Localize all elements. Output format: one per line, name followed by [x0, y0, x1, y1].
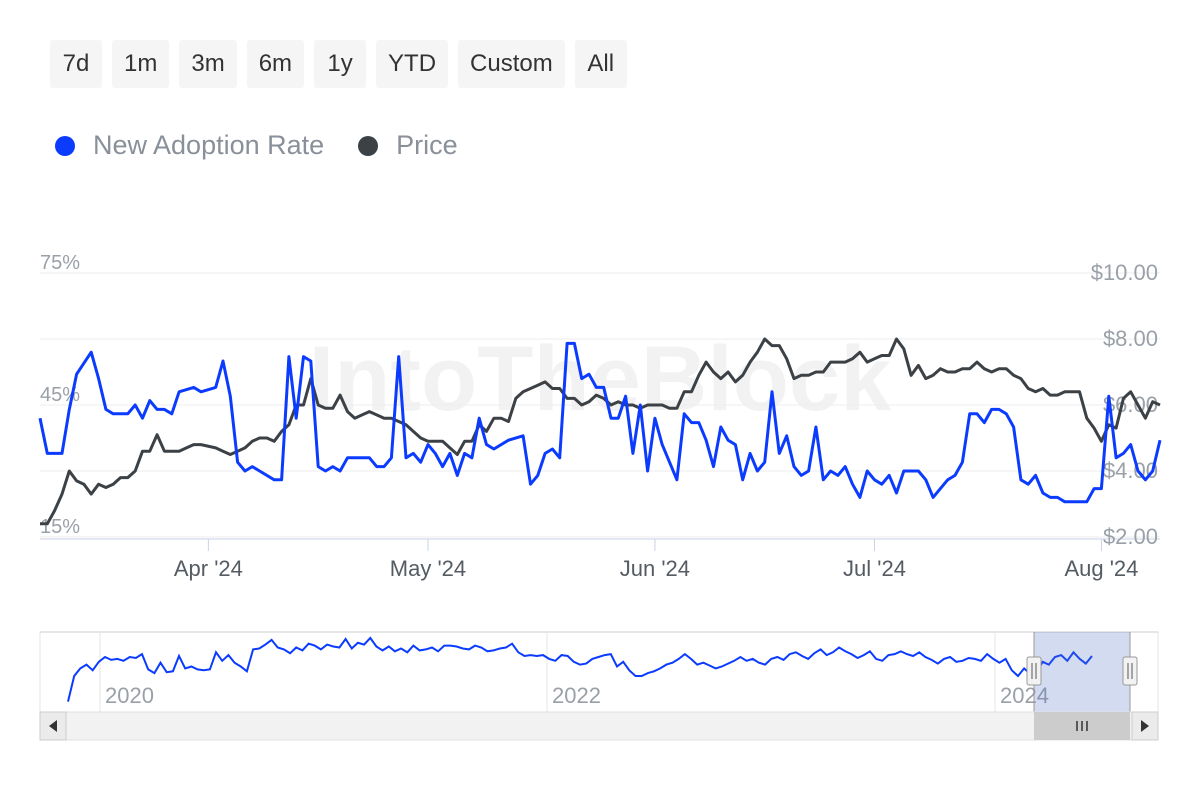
legend-item-adoption-rate[interactable]: New Adoption Rate — [55, 130, 324, 161]
x-tick-label: Jun '24 — [620, 556, 690, 581]
legend-label: New Adoption Rate — [93, 130, 325, 160]
grid — [40, 272, 1160, 540]
range-button-1m[interactable]: 1m — [112, 40, 170, 88]
range-selector: 7d 1m 3m 6m 1y YTD Custom All — [50, 40, 627, 88]
navigator[interactable]: 2020 2022 2024 — [39, 631, 1159, 713]
scrollbar-track[interactable] — [39, 711, 1159, 741]
y-right-tick-label: $2.00 — [1103, 524, 1158, 549]
series-layer — [38, 337, 1162, 526]
grip-icon — [1076, 721, 1088, 731]
y-right-tick-label: $10.00 — [1091, 260, 1158, 285]
navigator-year-label: 2022 — [552, 683, 601, 708]
range-button-1y[interactable]: 1y — [314, 40, 367, 88]
y-left-tick-label: 15% — [40, 516, 80, 538]
scroll-left-button[interactable] — [39, 711, 67, 741]
legend: New Adoption Rate Price — [55, 130, 458, 161]
x-tick-label: May '24 — [390, 556, 466, 581]
price-line — [40, 337, 1161, 526]
legend-dot-icon — [55, 135, 75, 156]
range-button-7d[interactable]: 7d — [50, 40, 102, 88]
legend-label: Price — [396, 130, 458, 160]
navigator-selection[interactable] — [1034, 632, 1130, 712]
legend-dot-icon — [358, 135, 379, 156]
navigator-frame — [39, 631, 1159, 713]
x-tick-label: Aug '24 — [1064, 556, 1138, 581]
navigator-series-line — [67, 636, 1093, 702]
range-button-6m[interactable]: 6m — [246, 40, 305, 88]
range-button-custom[interactable]: Custom — [458, 40, 565, 88]
legend-item-price[interactable]: Price — [358, 130, 458, 161]
navigator-year-label: 2024 — [1000, 683, 1049, 708]
range-button-3m[interactable]: 3m — [179, 40, 237, 88]
x-tick-label: Jul '24 — [843, 556, 906, 581]
scroll-right-button[interactable] — [1131, 711, 1159, 741]
navigator-year-label: 2020 — [105, 683, 154, 708]
y-left-tick-label: 75% — [40, 252, 80, 274]
y-right-tick-label: $4.00 — [1103, 458, 1158, 483]
adoption-rate-line — [38, 341, 1162, 504]
navigator-handle-right[interactable] — [1122, 656, 1138, 686]
y-right-tick-label: $8.00 — [1103, 326, 1158, 351]
axis-labels: Apr '24 May '24 Jun '24 Jul '24 Aug '2415%45… — [40, 252, 1158, 581]
triangle-right-icon — [1141, 720, 1149, 732]
triangle-left-icon — [49, 720, 57, 732]
range-button-all[interactable]: All — [574, 40, 627, 88]
scrollbar[interactable] — [39, 711, 1159, 741]
range-button-ytd[interactable]: YTD — [376, 40, 449, 88]
navigator-handle-left[interactable] — [1026, 656, 1042, 686]
scrollbar-thumb[interactable] — [1034, 712, 1130, 740]
x-tick-label: Apr '24 — [174, 556, 243, 581]
